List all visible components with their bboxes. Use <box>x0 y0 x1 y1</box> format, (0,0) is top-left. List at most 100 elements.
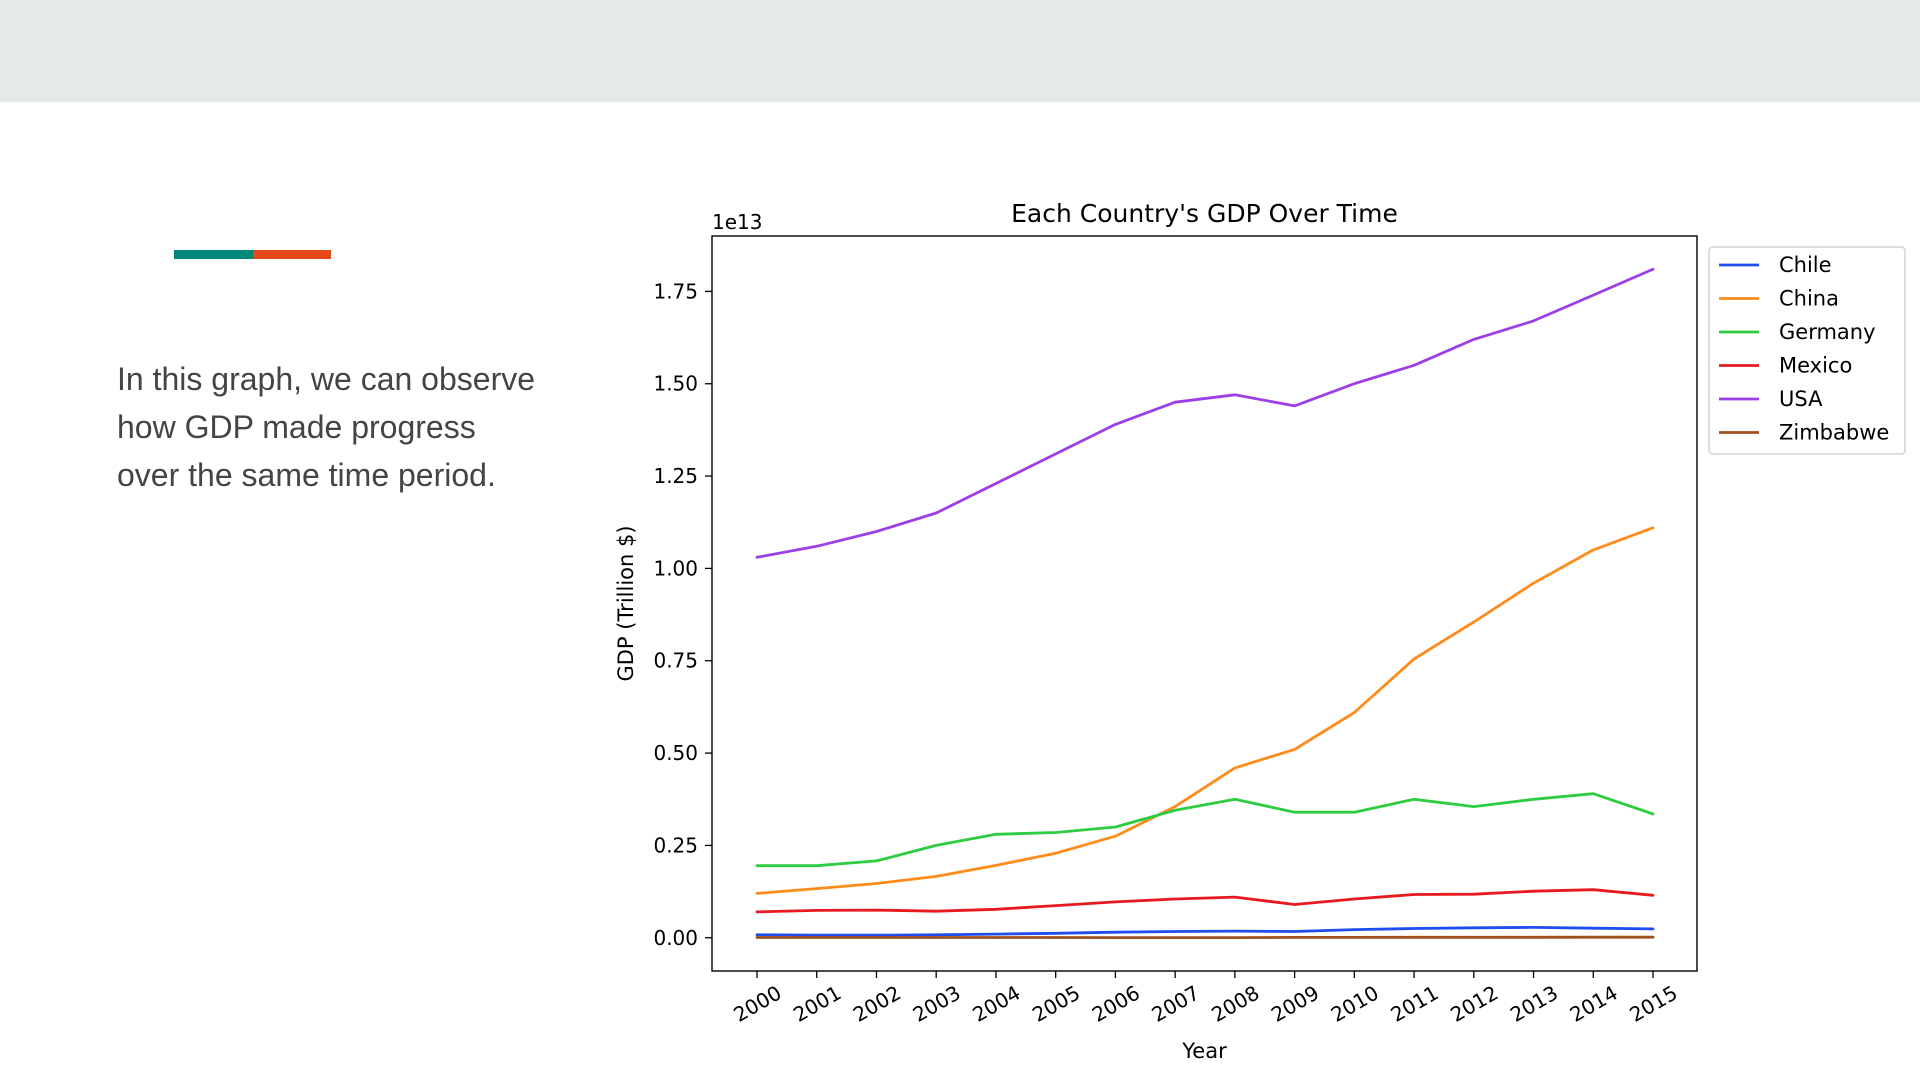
data-point-germany <box>815 864 818 867</box>
data-point-zimbabwe <box>1114 936 1117 939</box>
y-tick-label: 0.25 <box>653 833 698 857</box>
data-point-chile <box>1173 930 1177 933</box>
x-tick-label: 2007 <box>1148 981 1204 1027</box>
data-point-china <box>1651 526 1655 529</box>
data-point-zimbabwe <box>1532 936 1535 939</box>
data-point-china <box>1233 766 1237 770</box>
x-axis-label: Year <box>1181 1039 1227 1063</box>
data-point-chile <box>1532 926 1535 929</box>
data-point-china <box>1472 620 1476 624</box>
x-tick-label: 2004 <box>968 981 1024 1027</box>
data-point-germany <box>1651 812 1655 816</box>
data-point-usa <box>1532 319 1535 323</box>
data-point-china <box>1592 548 1595 552</box>
legend-label-germany: Germany <box>1779 320 1876 344</box>
data-point-zimbabwe <box>1293 936 1296 939</box>
data-point-china <box>1114 834 1117 838</box>
data-point-china <box>875 882 878 885</box>
series-line-mexico <box>755 888 1655 914</box>
legend-label-chile: Chile <box>1779 253 1832 277</box>
data-point-mexico <box>1173 897 1177 901</box>
data-point-germany <box>1353 810 1356 814</box>
x-tick-label: 2012 <box>1446 981 1502 1027</box>
data-point-mexico <box>994 908 998 911</box>
y-tick-label: 1.75 <box>653 279 698 303</box>
x-tick-label: 2008 <box>1207 981 1263 1027</box>
data-point-germany <box>1233 798 1237 801</box>
y-tick-label: 1.50 <box>653 372 698 396</box>
data-point-zimbabwe <box>1054 936 1057 939</box>
x-tick-label: 2001 <box>789 981 845 1027</box>
data-point-germany <box>755 864 759 867</box>
data-point-chile <box>1592 926 1595 930</box>
series-line-germany <box>755 792 1655 868</box>
x-tick-label: 2003 <box>909 981 965 1027</box>
data-point-chile <box>755 933 759 937</box>
data-point-usa <box>1114 423 1117 426</box>
data-point-usa <box>994 482 998 485</box>
slide-body-text: In this graph, we can observe how GDP ma… <box>117 361 536 493</box>
data-point-china <box>1173 805 1177 808</box>
x-tick-label: 2006 <box>1088 981 1144 1027</box>
data-point-usa <box>815 545 818 548</box>
data-point-mexico <box>1651 894 1655 897</box>
data-point-zimbabwe <box>1412 936 1416 939</box>
legend-label-mexico: Mexico <box>1779 354 1852 378</box>
data-point-germany <box>1114 825 1117 829</box>
data-point-zimbabwe <box>755 936 759 939</box>
data-point-mexico <box>1532 890 1535 893</box>
accent-bar-orange <box>252 250 331 259</box>
data-point-germany <box>935 844 938 847</box>
chart-title: Each Country's GDP Over Time <box>1011 199 1398 228</box>
data-point-chile <box>1114 931 1117 934</box>
data-point-mexico <box>1293 903 1296 906</box>
data-point-chile <box>1353 928 1356 931</box>
x-tick-label: 2013 <box>1506 981 1562 1027</box>
data-point-chile <box>1233 929 1237 933</box>
data-point-chile <box>994 932 998 936</box>
x-tick-label: 2002 <box>849 981 905 1027</box>
data-point-zimbabwe <box>815 936 818 939</box>
data-point-germany <box>1173 809 1177 812</box>
y-tick-label: 1.25 <box>653 464 698 488</box>
data-point-usa <box>1233 393 1237 397</box>
data-point-usa <box>875 530 878 533</box>
data-point-usa <box>1412 364 1416 367</box>
data-point-usa <box>1293 404 1296 408</box>
data-point-chile <box>815 933 818 937</box>
data-point-chile <box>935 933 938 937</box>
series-line-chile <box>755 926 1655 937</box>
y-tick-label: 0.00 <box>653 926 698 950</box>
series-line-china <box>755 526 1655 895</box>
accent-bar-teal <box>174 250 253 259</box>
x-tick-label: 2005 <box>1028 981 1084 1027</box>
data-point-mexico <box>1412 893 1416 896</box>
data-point-china <box>1353 711 1356 714</box>
data-point-zimbabwe <box>994 936 998 939</box>
data-point-chile <box>1293 930 1296 933</box>
data-point-mexico <box>935 909 938 913</box>
data-point-usa <box>755 556 759 559</box>
data-point-usa <box>935 511 938 515</box>
data-point-zimbabwe <box>1173 936 1177 939</box>
data-point-usa <box>1592 293 1595 297</box>
data-point-mexico <box>1233 895 1237 899</box>
series-line-usa <box>755 267 1655 559</box>
data-point-mexico <box>1054 904 1057 907</box>
data-point-germany <box>1412 798 1416 801</box>
data-point-mexico <box>875 908 878 912</box>
x-tick-label: 2010 <box>1327 981 1383 1027</box>
data-point-mexico <box>1353 897 1356 901</box>
legend-label-zimbabwe: Zimbabwe <box>1779 421 1889 445</box>
data-point-zimbabwe <box>1233 936 1237 939</box>
data-point-china <box>1412 657 1416 661</box>
data-point-mexico <box>755 910 759 914</box>
x-tick-label: 2009 <box>1267 981 1323 1027</box>
y-tick-label: 0.50 <box>653 741 698 765</box>
data-point-zimbabwe <box>1651 936 1655 939</box>
data-point-mexico <box>815 909 818 912</box>
data-point-zimbabwe <box>935 936 938 939</box>
data-point-zimbabwe <box>1353 936 1356 939</box>
data-point-china <box>1054 851 1057 855</box>
data-point-germany <box>1592 792 1595 795</box>
